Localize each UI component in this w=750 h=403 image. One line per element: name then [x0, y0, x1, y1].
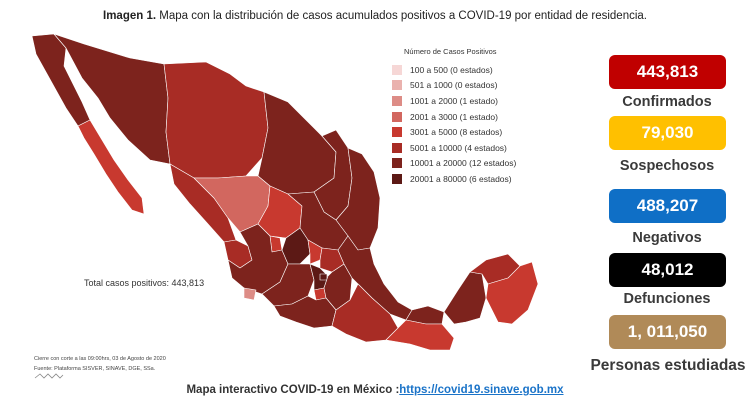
legend-item: 100 a 500 (0 estados)	[392, 62, 567, 78]
suspected-value: 79,030	[642, 123, 694, 143]
state-colima	[244, 288, 256, 300]
legend-swatch	[392, 174, 402, 184]
legend-swatch	[392, 80, 402, 90]
studied-box: 1, 011,050	[609, 315, 726, 349]
legend-label: 100 a 500 (0 estados)	[410, 65, 493, 75]
deaths-box: 48,012	[609, 253, 726, 287]
state-coahuila	[258, 92, 336, 194]
studied-label: Personas estudiadas	[586, 357, 750, 375]
legend-swatch	[392, 65, 402, 75]
confirmed-label: Confirmados	[597, 94, 737, 110]
suspected-label: Sospechosos	[597, 158, 737, 174]
confirmed-value: 443,813	[637, 62, 698, 82]
negative-box: 488,207	[609, 189, 726, 223]
interactive-map-link[interactable]: https://covid19.sinave.gob.mx	[399, 384, 563, 396]
interactive-map-prefix: Mapa interactivo COVID-19 en México :	[186, 384, 399, 396]
state-chihuahua	[164, 62, 268, 178]
legend-title: Número de Casos Positivos	[404, 47, 567, 56]
legend-swatch	[392, 143, 402, 153]
studied-value: 1, 011,050	[628, 322, 707, 342]
legend-swatch	[392, 112, 402, 122]
cutoff-note: Cierre con corte a las 09:00hrs, 03 de A…	[34, 356, 166, 362]
map-caption: Imagen 1. Mapa con la distribución de ca…	[0, 10, 750, 22]
total-positive-cases: Total casos positivos: 443,813	[84, 278, 204, 288]
caption-bold: Imagen 1.	[103, 10, 156, 22]
legend-item: 3001 a 5000 (8 estados)	[392, 124, 567, 140]
legend-label: 3001 a 5000 (8 estados)	[410, 127, 502, 137]
interactive-map-line: Mapa interactivo COVID-19 en México :htt…	[0, 384, 750, 396]
legend-label: 501 a 1000 (0 estados)	[410, 80, 497, 90]
legend-swatch	[392, 96, 402, 106]
negative-label: Negativos	[597, 230, 737, 246]
state-campeche	[444, 272, 486, 324]
negative-value: 488,207	[637, 196, 698, 216]
sinave-logo-icon	[34, 372, 64, 380]
legend-label: 5001 a 10000 (4 estados)	[410, 143, 507, 153]
map-legend: Número de Casos Positivos 100 a 500 (0 e…	[392, 47, 567, 187]
legend-swatch	[392, 158, 402, 168]
deaths-value: 48,012	[642, 260, 694, 280]
legend-label: 1001 a 2000 (1 estado)	[410, 96, 498, 106]
legend-item: 1001 a 2000 (1 estado)	[392, 93, 567, 109]
legend-label: 2001 a 3000 (1 estado)	[410, 112, 498, 122]
state-cdmx	[320, 274, 327, 280]
legend-item: 501 a 1000 (0 estados)	[392, 78, 567, 94]
legend-label: 10001 a 20000 (12 estados)	[410, 158, 516, 168]
legend-swatch	[392, 127, 402, 137]
legend-item: 2001 a 3000 (1 estado)	[392, 109, 567, 125]
legend-item: 10001 a 20000 (12 estados)	[392, 156, 567, 172]
legend-item: 20001 a 80000 (6 estados)	[392, 171, 567, 187]
confirmed-box: 443,813	[609, 55, 726, 89]
suspected-box: 79,030	[609, 116, 726, 150]
legend-label: 20001 a 80000 (6 estados)	[410, 174, 512, 184]
deaths-label: Defunciones	[597, 291, 737, 307]
legend-item: 5001 a 10000 (4 estados)	[392, 140, 567, 156]
caption-text: Mapa con la distribución de casos acumul…	[156, 10, 647, 22]
